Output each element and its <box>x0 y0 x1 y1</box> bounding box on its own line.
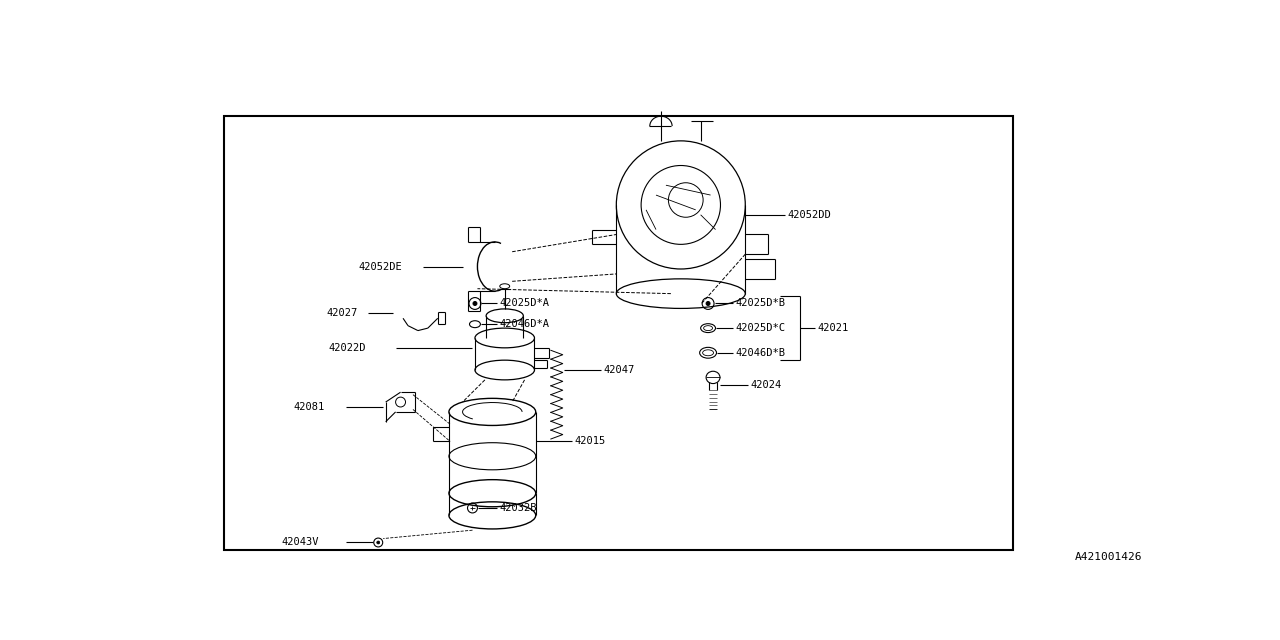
Text: A421001426: A421001426 <box>1075 552 1142 562</box>
Bar <box>224 116 1014 550</box>
Text: 42024: 42024 <box>750 380 782 390</box>
Text: 42043V: 42043V <box>282 538 319 547</box>
Text: 42015: 42015 <box>575 436 605 447</box>
Text: 42025D*B: 42025D*B <box>735 298 786 308</box>
Text: 42032B: 42032B <box>499 503 538 513</box>
Text: 42047: 42047 <box>604 365 635 375</box>
Text: 42021: 42021 <box>817 323 849 333</box>
Text: 42046D*A: 42046D*A <box>499 319 550 329</box>
Circle shape <box>707 301 710 305</box>
Text: 42046D*B: 42046D*B <box>735 348 786 358</box>
Text: 42081: 42081 <box>294 402 325 412</box>
Text: 42022D: 42022D <box>329 343 366 353</box>
Text: 42052DD: 42052DD <box>787 210 831 220</box>
Text: 42025D*A: 42025D*A <box>499 298 550 308</box>
Text: 42027: 42027 <box>326 308 357 318</box>
Text: 42052DE: 42052DE <box>358 262 402 271</box>
Circle shape <box>474 301 477 305</box>
Circle shape <box>376 541 380 544</box>
Text: 42025D*C: 42025D*C <box>735 323 786 333</box>
